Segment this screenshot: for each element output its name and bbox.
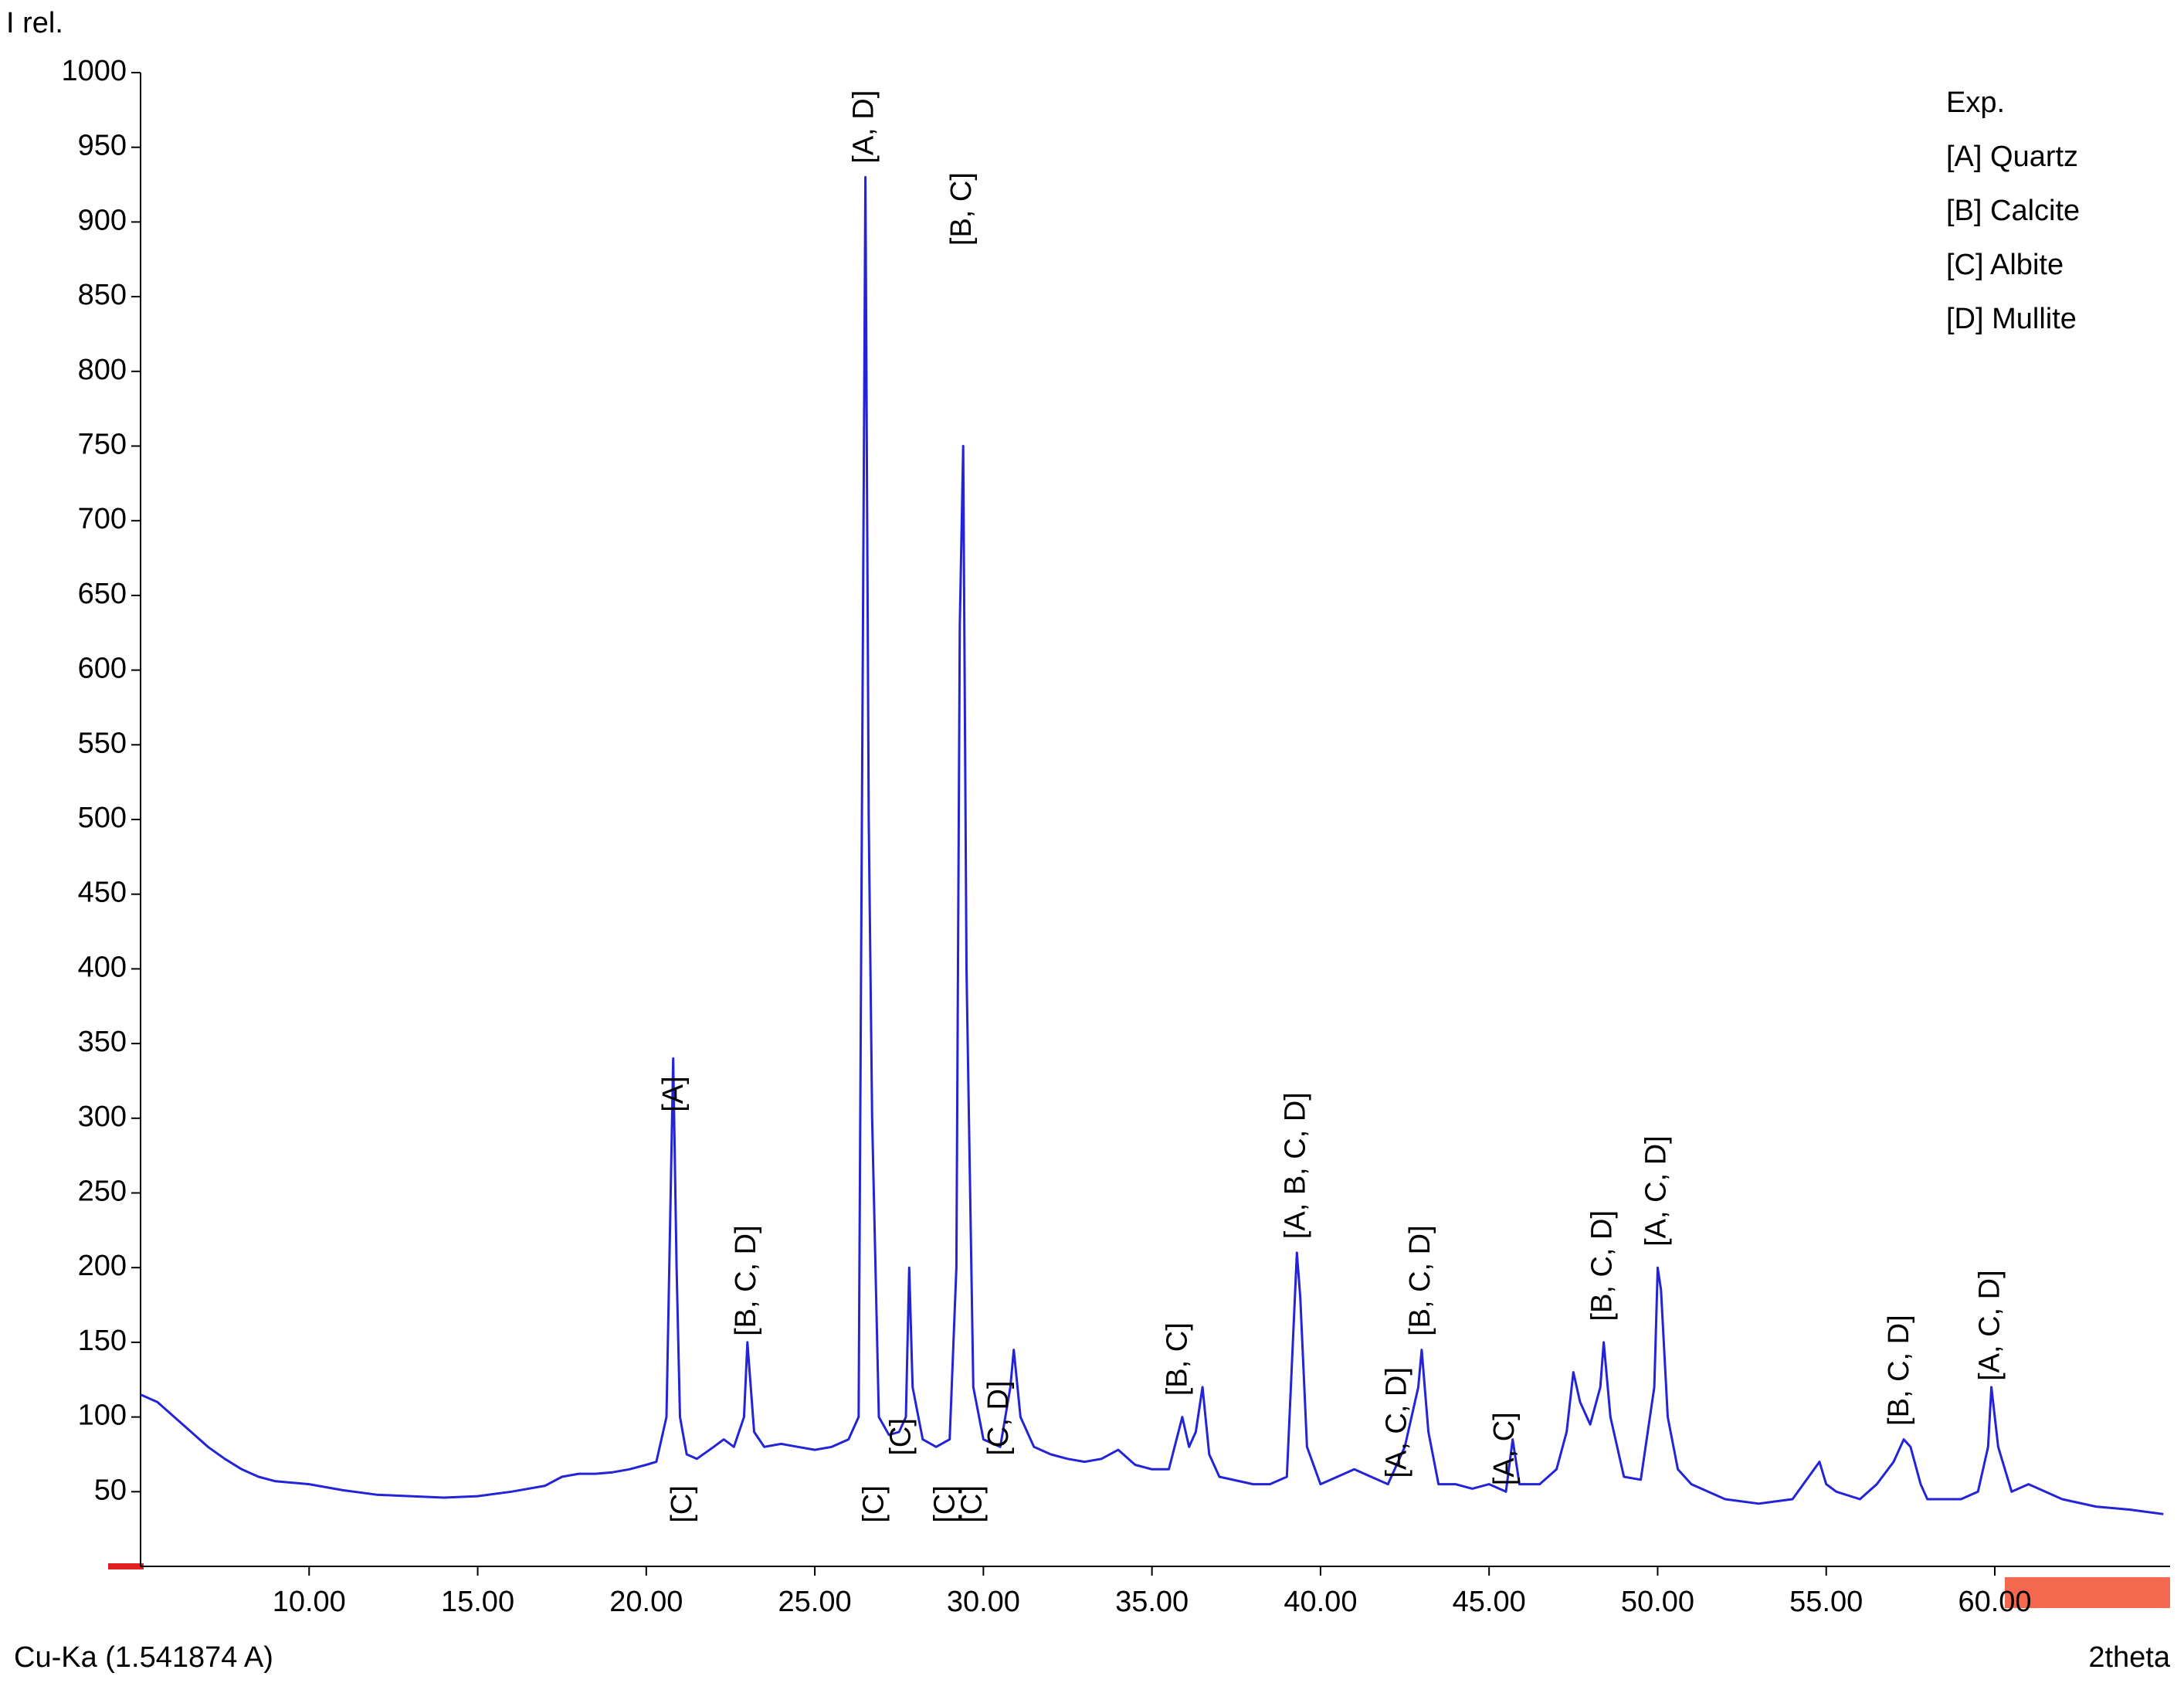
peak-annotation: [B, C, D] (1883, 1315, 1915, 1426)
peak-annotation: [C] (858, 1485, 890, 1523)
y-axis-label: I rel. (6, 7, 63, 39)
x-tick-label: 35.00 (1115, 1586, 1189, 1618)
legend-entry: [D] Mullite (1946, 303, 2077, 335)
y-tick-label: 350 (78, 1026, 127, 1058)
x-tick-label: 25.00 (778, 1586, 852, 1618)
peak-annotation: [A, C, D] (1974, 1270, 2006, 1381)
x-tick-label: 20.00 (609, 1586, 683, 1618)
y-tick-label: 500 (78, 802, 127, 834)
y-tick-label: 450 (78, 877, 127, 909)
radiation-label: Cu-Ka (1.541874 A) (14, 1641, 273, 1674)
peak-annotation: [B, C] (945, 172, 978, 246)
peak-annotation: [A, C] (1488, 1412, 1521, 1485)
scroll-marker (108, 1563, 144, 1569)
y-tick-label: 1000 (61, 55, 127, 87)
x-tick-label: 10.00 (273, 1586, 346, 1618)
legend-entry: [A] Quartz (1946, 141, 2078, 173)
peak-annotation: [B, C, D] (1404, 1225, 1436, 1336)
x-tick-label: 45.00 (1453, 1586, 1526, 1618)
y-tick-label: 300 (78, 1101, 127, 1133)
x-tick-label: 60.00 (1958, 1586, 2031, 1618)
peak-annotation: [C] (955, 1485, 988, 1523)
x-tick-label: 40.00 (1284, 1586, 1357, 1618)
y-tick-label: 400 (78, 951, 127, 983)
y-tick-label: 550 (78, 727, 127, 759)
x-tick-label: 15.00 (441, 1586, 514, 1618)
scroll-bar (2005, 1577, 2170, 1608)
peak-annotation: [B, C, D] (1586, 1210, 1619, 1322)
peak-annotation: [B, C, D] (730, 1225, 762, 1336)
y-tick-label: 250 (78, 1176, 127, 1208)
x-tick-label: 30.00 (947, 1586, 1020, 1618)
data-line (140, 175, 2164, 1515)
y-tick-label: 700 (78, 503, 127, 535)
peak-annotation: [C] (885, 1418, 917, 1456)
peak-annotation: [C] (666, 1485, 698, 1523)
legend-entry: [B] Calcite (1946, 195, 2080, 227)
y-tick-label: 600 (78, 653, 127, 685)
y-tick-label: 50 (94, 1474, 127, 1506)
y-tick-label: 800 (78, 354, 127, 386)
legend-entry: [C] Albite (1946, 249, 2064, 281)
y-tick-label: 950 (78, 130, 127, 162)
y-tick-label: 100 (78, 1400, 127, 1432)
peak-annotation: [C] (928, 1485, 961, 1523)
y-tick-label: 650 (78, 578, 127, 610)
y-tick-label: 150 (78, 1325, 127, 1357)
peak-annotation: [A, C, D] (1640, 1135, 1672, 1247)
peak-annotation: [B, C] (1162, 1322, 1194, 1396)
y-tick-label: 850 (78, 279, 127, 311)
y-tick-label: 900 (78, 204, 127, 236)
legend-entry: Exp. (1946, 87, 2005, 119)
peak-annotation: [A] (657, 1076, 690, 1111)
peak-annotation: [A, D] (848, 90, 880, 164)
y-tick-label: 200 (78, 1250, 127, 1282)
peak-annotation: [A, B, C, D] (1279, 1092, 1311, 1239)
x-axis-label: 2theta (2088, 1641, 2171, 1674)
x-tick-label: 50.00 (1621, 1586, 1694, 1618)
peak-annotation: [A, C, D] (1380, 1367, 1412, 1478)
peak-annotation: [C, D] (982, 1380, 1015, 1455)
y-tick-label: 750 (78, 429, 127, 461)
x-tick-label: 55.00 (1789, 1586, 1863, 1618)
